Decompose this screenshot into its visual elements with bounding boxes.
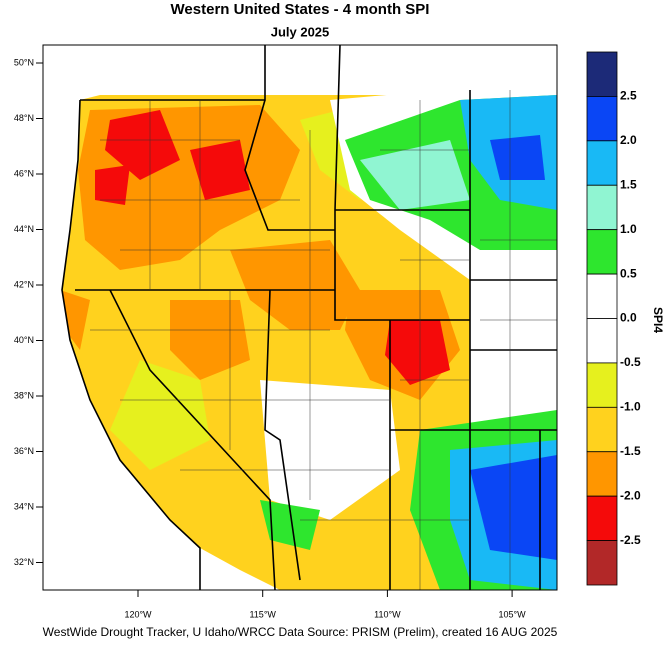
colorbar-label: 0.0	[620, 311, 637, 325]
map-axes: 50°N 48°N 46°N 44°N 42°N 40°N 38°N 36°N 34°N 32°N…	[14, 57, 526, 619]
colorbar-title: SPI4	[651, 307, 665, 333]
lon-label: 120°W	[124, 609, 152, 619]
colorbar-swatch	[586, 140, 618, 186]
lat-label: 46°N	[14, 168, 34, 178]
colorbar-swatch	[586, 318, 618, 364]
lat-label: 32°N	[14, 557, 34, 567]
colorbar-label: -0.5	[620, 355, 641, 369]
colorbar-swatch	[586, 540, 618, 586]
colorbar-label: 0.5	[620, 266, 637, 280]
lat-label: 38°N	[14, 390, 34, 400]
spi-map	[43, 45, 557, 590]
colorbar-label: -1.0	[620, 400, 641, 414]
colorbar-label: -2.0	[620, 488, 641, 502]
lat-label: 44°N	[14, 224, 34, 234]
colorbar-label: -2.5	[620, 533, 641, 547]
lon-label: 115°W	[249, 609, 276, 619]
lat-label: 34°N	[14, 501, 34, 511]
colorbar-swatch	[586, 96, 618, 142]
colorbar-swatch	[586, 273, 618, 319]
colorbar-swatch	[586, 451, 618, 497]
colorbar-swatch	[586, 229, 618, 275]
colorbar-swatch	[586, 406, 618, 453]
colorbar-swatch	[586, 184, 618, 231]
colorbar-label: 2.5	[620, 89, 637, 103]
colorbar-label: -1.5	[620, 444, 641, 458]
map-frame	[42, 44, 558, 591]
colorbar: 2.5 2.0 1.5 1.0 0.5 0.0 -0.5 -1.0 -1.5 -2.0 -2.5	[586, 51, 641, 586]
lat-label: 50°N	[14, 57, 34, 67]
colorbar-label: 1.0	[620, 222, 637, 236]
colorbar-swatch	[586, 51, 618, 97]
title: Western United States - 4 month SPI	[171, 1, 430, 18]
colorbar-label: 2.0	[620, 133, 637, 147]
colorbar-swatch	[586, 495, 618, 541]
colorbar-swatch	[586, 362, 618, 408]
footer: WestWide Drought Tracker, U Idaho/WRCC D…	[43, 625, 558, 639]
subtitle: July 2025	[271, 24, 330, 39]
lat-label: 40°N	[14, 335, 34, 345]
lat-label: 36°N	[14, 446, 34, 456]
lon-label: 105°W	[499, 609, 527, 619]
colorbar-label: 1.5	[620, 177, 637, 191]
lat-label: 48°N	[14, 113, 34, 123]
lon-label: 110°W	[374, 609, 401, 619]
lat-label: 42°N	[14, 279, 34, 289]
